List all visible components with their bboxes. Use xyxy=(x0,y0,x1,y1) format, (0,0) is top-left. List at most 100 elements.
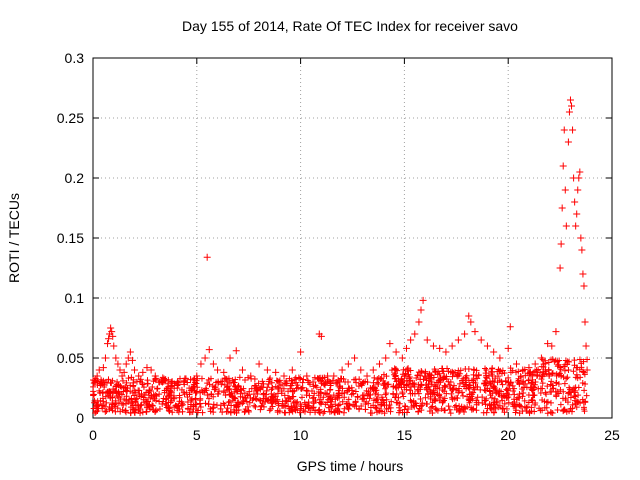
noise-point xyxy=(187,387,194,394)
noise-point xyxy=(494,398,501,405)
noise-point xyxy=(437,394,444,401)
noise-point xyxy=(209,383,216,390)
noise-point xyxy=(269,393,276,400)
noise-point xyxy=(367,404,374,411)
noise-point xyxy=(455,367,462,374)
data-point xyxy=(280,372,288,380)
noise-point xyxy=(524,370,531,377)
noise-point xyxy=(185,406,192,413)
noise-point xyxy=(509,400,516,407)
noise-point xyxy=(115,389,122,396)
noise-point xyxy=(415,408,422,415)
noise-point xyxy=(325,404,332,411)
noise-point xyxy=(531,368,538,375)
noise-point xyxy=(543,391,550,398)
noise-point xyxy=(365,390,372,397)
noise-point xyxy=(539,380,546,387)
noise-point xyxy=(445,368,452,375)
data-point xyxy=(564,138,572,146)
noise-point xyxy=(123,400,130,407)
noise-point xyxy=(422,370,429,377)
noise-point xyxy=(297,401,304,408)
noise-point xyxy=(577,400,584,407)
noise-point xyxy=(276,377,283,384)
noise-point xyxy=(121,396,128,403)
noise-point xyxy=(394,382,401,389)
noise-point xyxy=(523,384,530,391)
noise-point xyxy=(192,379,199,386)
data-point xyxy=(120,368,128,376)
data-point xyxy=(525,364,533,372)
data-point xyxy=(232,347,240,355)
noise-point xyxy=(156,398,163,405)
data-point xyxy=(109,332,117,340)
noise-point xyxy=(318,378,325,385)
data-point xyxy=(436,344,444,352)
data-point xyxy=(513,360,521,368)
data-point xyxy=(303,372,311,380)
noise-point xyxy=(567,394,574,401)
noise-point xyxy=(292,407,299,414)
noise-point xyxy=(454,373,461,380)
noise-point xyxy=(531,381,538,388)
noise-point xyxy=(529,392,536,399)
noise-point xyxy=(156,391,163,398)
noise-point xyxy=(528,379,535,386)
noise-point xyxy=(242,377,249,384)
data-point xyxy=(203,253,211,261)
noise-point xyxy=(406,387,413,394)
noise-point xyxy=(571,393,578,400)
noise-point xyxy=(287,382,294,389)
x-tick-label: 0 xyxy=(89,427,97,443)
noise-point xyxy=(197,404,204,411)
noise-point xyxy=(147,394,154,401)
noise-point xyxy=(552,388,559,395)
data-point xyxy=(465,312,473,320)
noise-point xyxy=(193,401,200,408)
data-point xyxy=(128,356,136,364)
noise-point xyxy=(547,399,554,406)
noise-point xyxy=(519,385,526,392)
noise-point xyxy=(308,388,315,395)
x-axis-label: GPS time / hours xyxy=(297,458,404,474)
noise-point xyxy=(581,387,588,394)
data-point xyxy=(576,168,584,176)
noise-point xyxy=(267,375,274,382)
noise-point xyxy=(430,387,437,394)
noise-point xyxy=(579,396,586,403)
noise-point xyxy=(172,402,179,409)
x-tick-label: 15 xyxy=(397,427,413,443)
noise-point xyxy=(383,390,390,397)
noise-point xyxy=(342,378,349,385)
noise-point xyxy=(414,372,421,379)
noise-point xyxy=(346,385,353,392)
noise-point xyxy=(541,398,548,405)
noise-point xyxy=(525,377,532,384)
data-point xyxy=(272,368,280,376)
noise-point xyxy=(147,388,154,395)
noise-point xyxy=(545,367,552,374)
data-point xyxy=(560,126,568,134)
noise-point xyxy=(432,405,439,412)
noise-point xyxy=(555,361,562,368)
data-point xyxy=(317,332,325,340)
noise-point xyxy=(445,403,452,410)
noise-point xyxy=(337,383,344,390)
noise-point xyxy=(208,391,215,398)
noise-point xyxy=(310,398,317,405)
noise-point xyxy=(267,405,274,412)
noise-point xyxy=(411,390,418,397)
noise-point xyxy=(275,386,282,393)
noise-point xyxy=(491,395,498,402)
data-point xyxy=(415,318,423,326)
noise-point xyxy=(546,371,553,378)
noise-point xyxy=(152,391,159,398)
noise-point xyxy=(260,391,267,398)
noise-point xyxy=(93,404,100,411)
noise-point xyxy=(291,376,298,383)
noise-point xyxy=(462,366,469,373)
data-point xyxy=(583,366,591,374)
noise-point xyxy=(198,375,205,382)
noise-point xyxy=(109,400,116,407)
noise-point xyxy=(266,407,273,414)
